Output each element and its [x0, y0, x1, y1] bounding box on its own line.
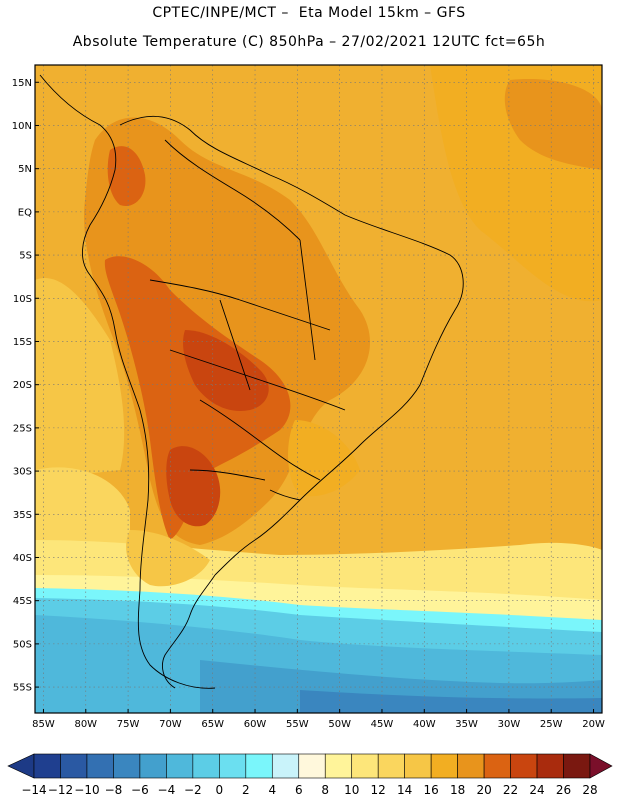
- lat-tick-label: 15S: [13, 337, 32, 348]
- colorbar: −14 −12 −10 −8 −6 −4 −2 0 2 4 6 8 10 12 14 16 18 20 22 24 26…: [7, 753, 613, 797]
- colorbar-swatch: [351, 753, 379, 779]
- colorbar-swatch: [536, 753, 564, 779]
- latitude-axis: 15N 10N 5N EQ 5S 10S 15S 20S 25S 30S 35S 40S 45S 50S 5…: [12, 78, 39, 694]
- lon-tick-label: 70W: [159, 719, 182, 730]
- colorbar-label: 8: [321, 783, 329, 797]
- map-frame: [34, 64, 603, 714]
- colorbar-swatch: [33, 753, 61, 779]
- colorbar-swatch: [457, 753, 485, 779]
- colorbar-label: 2: [242, 783, 250, 797]
- lon-tick-label: 20W: [582, 719, 605, 730]
- lon-tick-label: 30W: [498, 719, 521, 730]
- colorbar-label: 18: [450, 783, 465, 797]
- colorbar-swatch: [510, 753, 538, 779]
- colorbar-swatch: [563, 753, 591, 779]
- lon-tick-label: 80W: [74, 719, 97, 730]
- lat-tick-label: EQ: [18, 207, 32, 218]
- colorbar-swatch: [86, 753, 114, 779]
- colorbar-swatch: [483, 753, 511, 779]
- colorbar-label: 26: [556, 783, 571, 797]
- lon-tick-label: 35W: [455, 719, 478, 730]
- lat-tick-label: 10N: [12, 121, 32, 132]
- lat-lon-grid: [35, 65, 602, 713]
- colorbar-swatch: [113, 753, 141, 779]
- colorbar-swatch: [192, 753, 220, 779]
- lon-tick-label: 40W: [413, 719, 436, 730]
- lat-tick-label: 55S: [13, 683, 32, 694]
- colorbar-label: 6: [295, 783, 303, 797]
- colorbar-swatch: [139, 753, 167, 779]
- colorbar-label: −14: [21, 783, 46, 797]
- colorbar-label: 16: [424, 783, 439, 797]
- coastlines: [39, 74, 464, 689]
- lat-tick-label: 30S: [13, 467, 32, 478]
- lon-tick-label: 60W: [244, 719, 267, 730]
- lat-tick-label: 5S: [19, 251, 32, 262]
- lat-tick-label: 50S: [13, 639, 32, 650]
- colorbar-label: −12: [48, 783, 73, 797]
- colorbar-label: 14: [397, 783, 412, 797]
- lon-tick-label: 25W: [540, 719, 563, 730]
- colorbar-swatch: [377, 753, 405, 779]
- longitude-axis: 85W 80W 75W 70W 65W 60W 55W 50W 45W 40W 35W 30W 25W 2…: [32, 709, 605, 730]
- colorbar-label: 20: [476, 783, 491, 797]
- colorbar-label: 0: [216, 783, 224, 797]
- lon-tick-label: 55W: [286, 719, 309, 730]
- colorbar-label: 24: [529, 783, 544, 797]
- colorbar-label: 12: [371, 783, 386, 797]
- map-title: CPTEC/INPE/MCT – Eta Model 15km – GFS: [152, 5, 466, 21]
- lon-tick-label: 85W: [32, 719, 55, 730]
- lon-tick-label: 65W: [201, 719, 224, 730]
- colorbar-label: 22: [503, 783, 518, 797]
- lat-tick-label: 10S: [13, 294, 32, 305]
- lat-tick-label: 15N: [12, 78, 32, 89]
- lat-tick-label: 45S: [13, 596, 32, 607]
- lon-tick-label: 45W: [371, 719, 394, 730]
- colorbar-label: 28: [582, 783, 597, 797]
- colorbar-swatch: [219, 753, 247, 779]
- colorbar-label: −8: [105, 783, 123, 797]
- lat-tick-label: 5N: [18, 164, 32, 175]
- colorbar-swatch: [166, 753, 194, 779]
- lon-tick-label: 50W: [328, 719, 351, 730]
- lat-tick-label: 20S: [13, 380, 32, 391]
- colorbar-swatch: [245, 753, 273, 779]
- colorbar-label: −10: [74, 783, 99, 797]
- colorbar-swatch: [404, 753, 432, 779]
- lat-tick-label: 25S: [13, 423, 32, 434]
- colorbar-high-arrow: [589, 753, 613, 779]
- temperature-field: [35, 65, 602, 713]
- colorbar-label: −6: [131, 783, 149, 797]
- lat-tick-label: 35S: [13, 510, 32, 521]
- colorbar-label: −4: [158, 783, 176, 797]
- colorbar-swatch: [271, 753, 300, 779]
- map-subtitle: Absolute Temperature (C) 850hPa – 27/02/…: [72, 34, 546, 50]
- colorbar-swatch: [298, 753, 326, 779]
- lat-tick-label: 40S: [13, 553, 32, 564]
- colorbar-low-arrow: [7, 753, 35, 779]
- colorbar-label: 4: [268, 783, 276, 797]
- lon-tick-label: 75W: [117, 719, 140, 730]
- colorbar-label: −2: [184, 783, 202, 797]
- colorbar-swatch: [430, 753, 458, 779]
- colorbar-swatch: [324, 753, 353, 779]
- colorbar-label: 10: [344, 783, 359, 797]
- colorbar-swatch: [60, 753, 88, 779]
